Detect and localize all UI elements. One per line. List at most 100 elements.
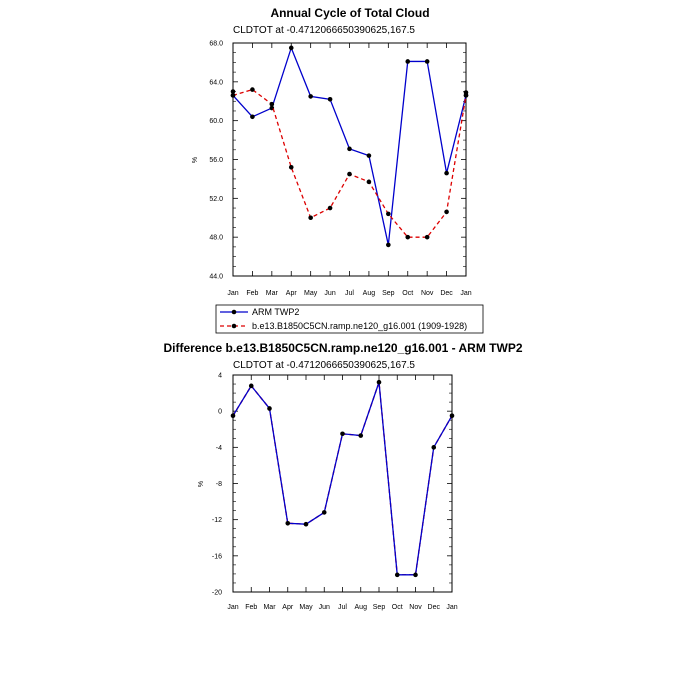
chart-title: Annual Cycle of Total Cloud [270,6,429,20]
y-tick-labels: 44.0 48.0 52.0 56.0 60.0 64.0 68.0 [209,41,223,281]
x-tick-label: Dec [440,290,453,297]
plot-frame [232,374,453,593]
legend-label-arm: ARM TWP2 [252,307,299,317]
plot-frame [232,42,467,277]
data-point [230,89,236,94]
x-tick-label: Sep [373,604,386,611]
legend-box [215,304,484,334]
series-line [232,382,453,576]
y-tick-label: 48.0 [209,235,223,242]
data-point [386,211,391,217]
data-point [250,87,255,92]
x-tick-label: Mar [266,290,279,297]
x-tick-label: Jan [227,604,238,611]
data-point [413,572,418,578]
data-point [327,97,333,102]
axis-ticks [232,374,453,593]
x-tick-label: Aug [363,290,376,297]
data-point [366,153,372,158]
series-layer [230,45,469,248]
data-point [366,179,372,185]
x-tick-label: Jul [338,604,347,611]
x-tick-labels: Jan Feb Mar Apr May Jun Jul Aug Sep Oct Nov Dec Jan [227,604,457,611]
legend: ARM TWP2 b.e13.B1850C5CN.ramp.ne120_g16.… [215,304,484,334]
data-point [308,94,313,99]
x-tick-label: Aug [355,604,368,611]
difference-chart: Difference b.e13.B1850C5CN.ramp.ne120_g1… [163,341,522,611]
data-point [394,572,400,578]
x-tick-label: May [304,290,318,297]
data-point [463,93,469,98]
y-tick-labels: -20 -16 -12 -8 -4 0 4 [212,373,222,597]
chart-subtitle: CLDTOT at -0.4712066650390625,167.5 [233,25,415,36]
x-tick-label: Oct [402,290,413,297]
x-tick-label: Mar [263,604,276,611]
y-tick-label: -4 [216,445,222,452]
y-tick-label: 4 [218,373,222,380]
data-point [347,146,352,152]
x-tick-label: Feb [245,604,257,611]
data-point [444,209,449,215]
data-point [431,445,437,450]
data-point [449,413,455,418]
y-tick-label: 0 [218,409,222,416]
x-tick-label: May [299,604,313,611]
x-tick-label: Apr [282,604,294,611]
x-tick-label: Feb [246,290,258,297]
data-point [424,59,430,64]
y-tick-label: -8 [216,481,222,488]
y-axis-label: % [198,481,205,487]
data-point [250,114,255,120]
x-tick-label: Jan [460,290,471,297]
x-tick-label: Jul [345,290,354,297]
x-tick-labels: Jan Feb Mar Apr May Jun Jul Aug Sep Oct Nov Dec Jan [227,290,471,297]
x-tick-label: Nov [421,290,434,297]
chart-subtitle: CLDTOT at -0.4712066650390625,167.5 [233,360,415,371]
data-point [303,521,309,527]
data-point [376,379,382,385]
x-tick-label: Sep [382,290,395,297]
data-point [340,431,345,437]
data-point [444,170,449,176]
data-point [288,164,294,170]
data-point [269,101,275,107]
series-line [232,88,467,238]
legend-marker-arm [231,309,237,315]
legend-marker-model [231,323,237,329]
data-point [405,234,411,240]
data-point [230,413,236,418]
y-tick-label: 68.0 [209,41,223,48]
y-tick-label: 44.0 [209,274,223,281]
data-point [248,383,254,389]
annual-cycle-chart: Annual Cycle of Total Cloud CLDTOT at -0… [192,6,484,334]
x-tick-label: Oct [392,604,403,611]
y-axis-label: % [192,157,199,163]
legend-label-model: b.e13.B1850C5CN.ramp.ne120_g16.001 (1909… [252,321,467,331]
chart-title: Difference b.e13.B1850C5CN.ramp.ne120_g1… [163,341,522,355]
x-tick-label: Apr [286,290,298,297]
data-point [358,433,364,438]
data-point [405,59,411,64]
x-tick-label: Jan [446,604,457,611]
y-tick-label: 56.0 [209,157,223,164]
x-tick-label: Jan [227,290,238,297]
y-tick-label: -20 [212,590,222,597]
data-point [230,93,236,98]
x-tick-label: Jun [324,290,335,297]
axis-ticks [232,42,467,277]
data-point [424,234,430,240]
series-layer [230,379,455,578]
data-point [308,215,313,221]
y-tick-label: 52.0 [209,196,223,203]
data-point [327,205,333,211]
y-tick-label: 60.0 [209,118,223,125]
y-tick-label: -16 [212,553,222,560]
data-point [267,406,272,411]
x-tick-label: Dec [428,604,441,611]
y-tick-label: -12 [212,517,222,524]
series-line [232,45,467,246]
x-tick-label: Nov [409,604,422,611]
data-point [347,171,352,177]
data-point [285,520,291,526]
